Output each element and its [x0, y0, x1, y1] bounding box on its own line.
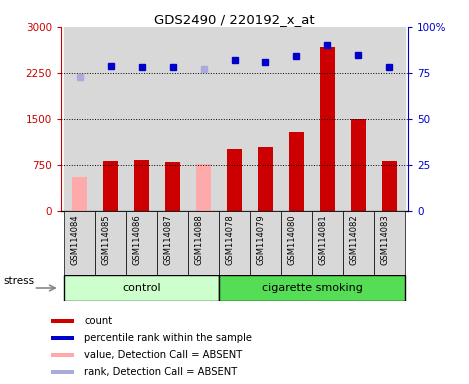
Bar [382, 161, 397, 211]
Bar [188, 27, 219, 211]
Bar [281, 27, 312, 211]
Bar [250, 27, 281, 211]
Bar [134, 160, 149, 211]
Bar [281, 211, 312, 275]
Bar [219, 211, 250, 275]
Bar [165, 162, 180, 211]
Bar [312, 27, 343, 211]
Bar [343, 211, 374, 275]
Bar [374, 27, 405, 211]
Text: control: control [122, 283, 161, 293]
Bar [157, 27, 188, 211]
Text: GSM114078: GSM114078 [226, 214, 234, 265]
Bar [126, 211, 157, 275]
Text: GSM114082: GSM114082 [349, 214, 358, 265]
Bar [64, 211, 95, 275]
Bar [126, 27, 157, 211]
Text: GSM114080: GSM114080 [287, 214, 296, 265]
Text: GSM114088: GSM114088 [195, 214, 204, 265]
Text: GSM114086: GSM114086 [133, 214, 142, 265]
Text: GSM114085: GSM114085 [102, 214, 111, 265]
Bar [227, 149, 242, 211]
Bar [351, 119, 366, 211]
Text: cigarette smoking: cigarette smoking [262, 283, 363, 293]
Text: percentile rank within the sample: percentile rank within the sample [84, 333, 252, 343]
Text: GSM114084: GSM114084 [70, 214, 80, 265]
Bar [196, 164, 211, 211]
Bar [51, 369, 74, 374]
Bar [51, 319, 74, 323]
Bar [95, 211, 126, 275]
Bar [64, 275, 219, 301]
Bar [188, 211, 219, 275]
Bar [258, 147, 273, 211]
Bar [250, 211, 281, 275]
Text: stress: stress [3, 276, 34, 286]
Bar [51, 336, 74, 340]
Bar [103, 161, 118, 211]
Bar [64, 27, 95, 211]
Text: GSM114079: GSM114079 [257, 214, 265, 265]
Text: GSM114081: GSM114081 [318, 214, 327, 265]
Bar [219, 275, 405, 301]
Bar [312, 211, 343, 275]
Bar [72, 177, 87, 211]
Bar [289, 132, 304, 211]
Text: value, Detection Call = ABSENT: value, Detection Call = ABSENT [84, 350, 242, 360]
Title: GDS2490 / 220192_x_at: GDS2490 / 220192_x_at [154, 13, 315, 26]
Bar [157, 211, 188, 275]
Text: rank, Detection Call = ABSENT: rank, Detection Call = ABSENT [84, 367, 237, 377]
Bar [320, 46, 335, 211]
Bar [219, 27, 250, 211]
Text: GSM114083: GSM114083 [380, 214, 389, 265]
Bar [51, 353, 74, 357]
Bar [95, 27, 126, 211]
Text: count: count [84, 316, 112, 326]
Bar [374, 211, 405, 275]
Text: GSM114087: GSM114087 [164, 214, 173, 265]
Bar [343, 27, 374, 211]
